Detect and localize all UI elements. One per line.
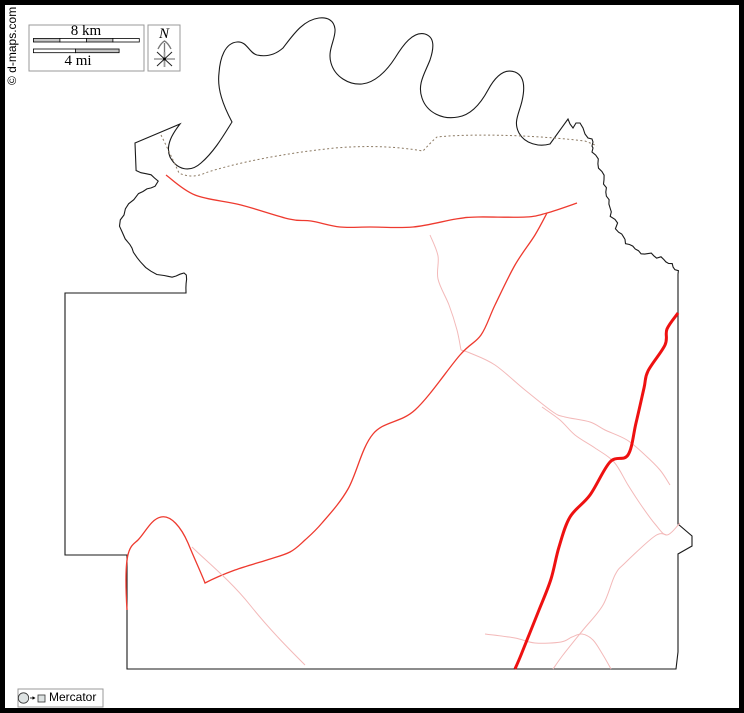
svg-text:Mercator: Mercator	[49, 690, 96, 704]
svg-text:© d-maps.com: © d-maps.com	[5, 7, 19, 85]
svg-text:4 mi: 4 mi	[64, 53, 91, 69]
svg-text:N: N	[158, 26, 170, 42]
svg-text:8 km: 8 km	[71, 23, 102, 39]
